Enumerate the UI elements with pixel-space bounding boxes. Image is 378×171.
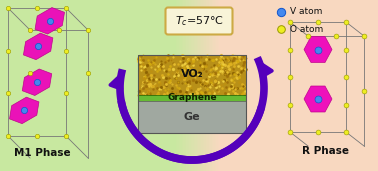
Bar — [192, 0, 194, 171]
Bar — [216, 0, 217, 171]
Polygon shape — [35, 8, 65, 34]
Bar — [213, 0, 214, 171]
Bar — [178, 0, 180, 171]
Polygon shape — [304, 86, 332, 112]
Bar — [0, 0, 189, 171]
Text: R Phase: R Phase — [302, 146, 350, 156]
Text: VO₂: VO₂ — [181, 69, 203, 79]
Bar — [180, 0, 181, 171]
Bar — [189, 0, 191, 171]
Bar — [201, 0, 203, 171]
Bar — [209, 0, 210, 171]
Bar — [195, 0, 197, 171]
Polygon shape — [138, 101, 246, 133]
Bar — [197, 0, 198, 171]
Bar — [184, 0, 186, 171]
Bar — [217, 0, 219, 171]
Bar — [206, 0, 207, 171]
Bar — [175, 0, 177, 171]
Bar — [214, 0, 216, 171]
Bar — [183, 0, 184, 171]
Bar — [207, 0, 209, 171]
Polygon shape — [23, 33, 53, 60]
FancyBboxPatch shape — [166, 8, 232, 35]
Bar — [187, 0, 189, 171]
Text: V atom: V atom — [290, 8, 322, 16]
Bar — [177, 0, 178, 171]
Bar — [200, 0, 201, 171]
Bar — [186, 0, 187, 171]
Text: $\mathit{T_c}$=57°C: $\mathit{T_c}$=57°C — [175, 14, 223, 28]
Polygon shape — [138, 95, 246, 101]
Polygon shape — [138, 55, 246, 95]
Bar — [198, 0, 200, 171]
Text: M1 Phase: M1 Phase — [14, 148, 70, 158]
Bar — [191, 0, 192, 171]
Bar — [204, 0, 206, 171]
Text: O atom: O atom — [290, 24, 323, 34]
Bar — [203, 0, 204, 171]
Polygon shape — [22, 69, 52, 95]
Text: Ge: Ge — [184, 112, 200, 122]
Bar — [210, 0, 212, 171]
Bar — [174, 0, 175, 171]
Text: Graphene: Graphene — [167, 94, 217, 102]
Bar — [212, 0, 213, 171]
Polygon shape — [304, 36, 332, 62]
Bar — [189, 0, 378, 171]
Bar — [194, 0, 195, 171]
Polygon shape — [9, 97, 39, 124]
Bar — [181, 0, 183, 171]
